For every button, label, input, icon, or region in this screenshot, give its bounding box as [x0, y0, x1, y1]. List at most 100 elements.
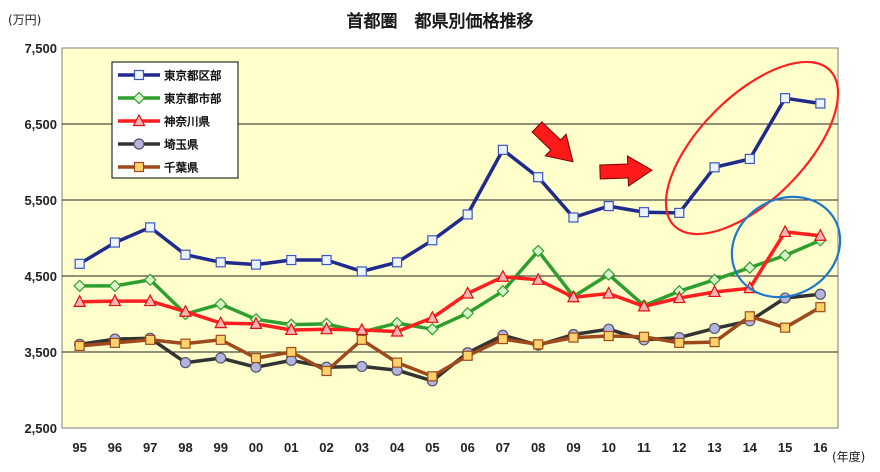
chart-title: 首都圏 都県別価格推移: [347, 11, 534, 32]
data-point-chiba-07: [497, 333, 509, 345]
x-tick-label-05: 05: [425, 440, 439, 455]
legend-item-saitama: 埼玉県: [118, 138, 199, 152]
legend-label-tokyo-cities: 東京都市部: [164, 92, 222, 106]
data-point-kanagawa-05: [425, 310, 439, 323]
data-point-kanagawa-03: [355, 322, 369, 336]
x-tick-label-15: 15: [778, 440, 792, 455]
data-point-kanagawa-10: [602, 286, 616, 299]
x-axis-unit-label: (年度): [832, 449, 865, 464]
data-point-tokyo-cities-06: [461, 306, 474, 320]
data-point-kanagawa-06: [461, 286, 475, 299]
data-point-tokyo-23-wards-04: [391, 257, 403, 268]
red-arrow-diagonal-icon: [531, 121, 574, 163]
data-point-chiba-04: [391, 357, 403, 368]
data-point-chiba-12: [674, 337, 685, 348]
x-axis-tick-labels: 95 96 97 98 99 00 01 02 03 04 05 06 07 08 09 10 11 12 13 14…: [72, 440, 827, 455]
data-point-kanagawa-00: [249, 316, 263, 329]
legend-marker-chiba: [133, 161, 145, 173]
series-line-tokyo-23-wards: [77, 96, 823, 274]
legend-label-kanagawa: 神奈川県: [164, 115, 210, 129]
legend-marker-tokyo-23-wards: [133, 69, 145, 81]
data-point-kanagawa-99: [214, 315, 228, 329]
y-tick-label-6500: 6,500: [24, 117, 57, 132]
data-point-chiba-00: [250, 352, 262, 364]
data-point-tokyo-cities-05: [426, 322, 439, 336]
x-tick-label-12: 12: [672, 440, 686, 455]
x-tick-label-13: 13: [707, 440, 721, 455]
data-point-tokyo-23-wards-11: [638, 207, 650, 218]
data-point-chiba-96: [109, 337, 121, 348]
series-tokyo-cities: [73, 233, 827, 339]
data-point-tokyo-23-wards-95: [74, 258, 85, 269]
data-point-chiba-03: [356, 334, 367, 345]
data-point-chiba-16: [815, 302, 826, 313]
series-tokyo-23-wards: [74, 93, 826, 277]
data-point-tokyo-23-wards-12: [674, 207, 685, 219]
gridlines: [62, 123, 838, 353]
data-point-tokyo-cities-15: [778, 249, 792, 262]
data-point-kanagawa-98: [178, 304, 192, 317]
y-tick-label-4500: 4,500: [24, 269, 57, 284]
data-point-saitama-99: [215, 352, 227, 364]
x-tick-label-07: 07: [496, 440, 510, 455]
y-axis-unit-label: (万円): [8, 13, 41, 27]
legend-label-chiba: 千葉県: [164, 161, 199, 175]
data-point-kanagawa-07: [496, 269, 510, 282]
data-point-kanagawa-15: [778, 224, 792, 238]
data-point-tokyo-23-wards-09: [568, 212, 579, 223]
data-point-tokyo-23-wards-01: [286, 254, 297, 266]
data-point-tokyo-23-wards-03: [356, 266, 367, 277]
data-point-kanagawa-11: [637, 299, 651, 312]
series-layer: [73, 93, 827, 387]
x-tick-label-97: 97: [143, 440, 157, 455]
series-line-chiba: [77, 305, 823, 379]
data-point-tokyo-23-wards-97: [145, 222, 156, 233]
data-point-kanagawa-04: [390, 324, 404, 337]
data-point-chiba-11: [638, 331, 650, 342]
data-point-chiba-06: [462, 350, 473, 361]
x-tick-label-02: 02: [319, 440, 333, 455]
x-tick-label-14: 14: [743, 440, 758, 455]
x-tick-label-06: 06: [460, 440, 474, 455]
data-point-kanagawa-01: [284, 322, 298, 336]
data-point-chiba-99: [215, 334, 226, 345]
legend-marker-saitama: [133, 138, 145, 150]
x-tick-label-09: 09: [566, 440, 580, 455]
data-point-tokyo-23-wards-06: [462, 209, 473, 220]
data-point-tokyo-23-wards-02: [321, 254, 332, 266]
data-point-tokyo-23-wards-13: [709, 162, 720, 173]
legend-marker-kanagawa: [132, 113, 146, 127]
data-point-saitama-13: [708, 322, 721, 335]
data-point-chiba-13: [709, 337, 720, 348]
y-tick-label-5500: 5,500: [24, 193, 57, 208]
series-line-tokyo-cities: [77, 238, 823, 334]
x-tick-label-11: 11: [637, 440, 651, 455]
x-tick-label-01: 01: [284, 440, 298, 455]
x-tick-label-16: 16: [813, 440, 827, 455]
data-point-kanagawa-02: [320, 321, 334, 335]
data-point-kanagawa-13: [708, 284, 722, 298]
y-axis-tick-labels: 2,500 3,500 4,500 5,500 6,500 7,500: [24, 41, 57, 436]
data-point-tokyo-cities-07: [496, 284, 510, 298]
data-point-chiba-98: [180, 338, 191, 349]
data-point-chiba-01: [286, 346, 297, 358]
data-point-tokyo-cities-08: [531, 244, 545, 258]
data-point-tokyo-23-wards-08: [533, 172, 544, 183]
data-point-chiba-05: [427, 371, 438, 382]
x-tick-label-10: 10: [601, 440, 615, 455]
x-tick-label-00: 00: [249, 440, 263, 455]
data-point-tokyo-cities-10: [602, 268, 616, 281]
legend-item-tokyo-23-wards: 東京都区部: [118, 69, 222, 83]
legend-label-tokyo-23-wards: 東京都区部: [164, 69, 222, 83]
data-point-chiba-09: [568, 332, 579, 343]
data-point-saitama-98: [179, 357, 192, 369]
data-point-tokyo-cities-97: [143, 273, 157, 287]
data-point-saitama-03: [356, 360, 368, 373]
data-point-chiba-15: [779, 322, 791, 333]
data-point-chiba-08: [533, 339, 544, 350]
data-point-tokyo-23-wards-00: [250, 259, 262, 270]
data-point-tokyo-23-wards-10: [603, 200, 614, 212]
data-point-kanagawa-97: [143, 293, 157, 307]
